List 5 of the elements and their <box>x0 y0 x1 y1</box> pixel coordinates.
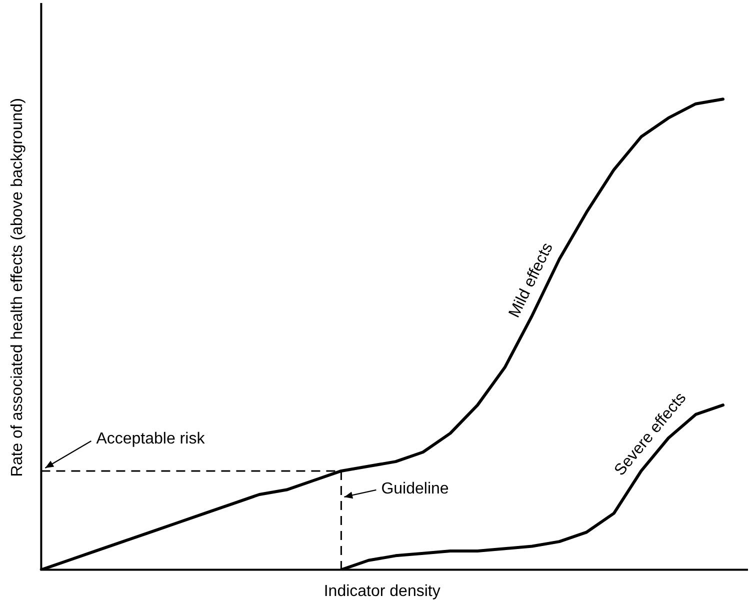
annotation: Guideline <box>381 480 449 498</box>
y-axis-title: Rate of associated health effects (above background) <box>9 98 26 477</box>
ref-line-label: Acceptable risk <box>96 430 206 448</box>
x-axis-title: Indicator density <box>324 582 440 600</box>
text: Mild effects <box>506 240 556 320</box>
